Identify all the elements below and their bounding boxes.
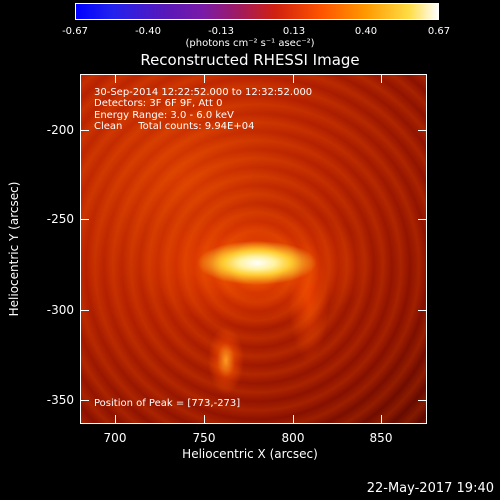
x-tick-mark [293, 74, 294, 83]
x-tick-label: 850 [369, 431, 393, 445]
y-tick-mark [418, 219, 427, 220]
colorbar [75, 3, 439, 20]
y-tick-mark [80, 310, 89, 311]
info-peak-position: Position of Peak = [773,-273] [94, 398, 241, 409]
x-tick-mark [293, 415, 294, 424]
y-tick-label: -300 [46, 303, 74, 317]
image-title: Reconstructed RHESSI Image [140, 51, 360, 69]
x-tick-mark [381, 74, 382, 83]
y-tick-label: -250 [46, 212, 74, 226]
rhessi-image[interactable] [80, 74, 427, 424]
y-tick-mark [80, 130, 89, 131]
colorbar-unit: (photons cm⁻² s⁻¹ asec⁻²) [185, 38, 315, 49]
image-artifacts [81, 75, 426, 423]
x-tick-label: 700 [103, 431, 127, 445]
colorbar-tick: 0.13 [282, 26, 306, 37]
x-axis-label: Heliocentric X (arcsec) [182, 447, 318, 461]
x-tick-label: 750 [192, 431, 216, 445]
x-tick-mark [115, 415, 116, 424]
y-tick-label: -200 [46, 123, 74, 137]
info-energy-range: Energy Range: 3.0 - 6.0 keV [94, 110, 234, 121]
timestamp: 22-May-2017 19:40 [366, 481, 494, 496]
colorbar-tick: 0.40 [354, 26, 378, 37]
y-tick-mark [80, 219, 89, 220]
colorbar-tick: 0.67 [427, 26, 451, 37]
info-total-counts: Clean Total counts: 9.94E+04 [94, 121, 255, 132]
colorbar-tick: -0.40 [135, 26, 161, 37]
x-tick-mark [204, 415, 205, 424]
x-tick-mark [381, 415, 382, 424]
y-tick-mark [80, 400, 89, 401]
y-tick-mark [418, 130, 427, 131]
x-tick-mark [204, 74, 205, 83]
y-tick-label: -350 [46, 393, 74, 407]
y-tick-mark [418, 400, 427, 401]
info-time-range: 30-Sep-2014 12:22:52.000 to 12:32:52.000 [94, 87, 313, 98]
colorbar-tick: -0.13 [208, 26, 234, 37]
x-tick-label: 800 [281, 431, 305, 445]
y-tick-mark [418, 310, 427, 311]
y-axis-label: Heliocentric Y (arcsec) [7, 181, 21, 317]
colorbar-tick: -0.67 [62, 26, 88, 37]
x-tick-mark [115, 74, 116, 83]
info-detectors: Detectors: 3F 6F 9F, Att 0 [94, 98, 223, 109]
